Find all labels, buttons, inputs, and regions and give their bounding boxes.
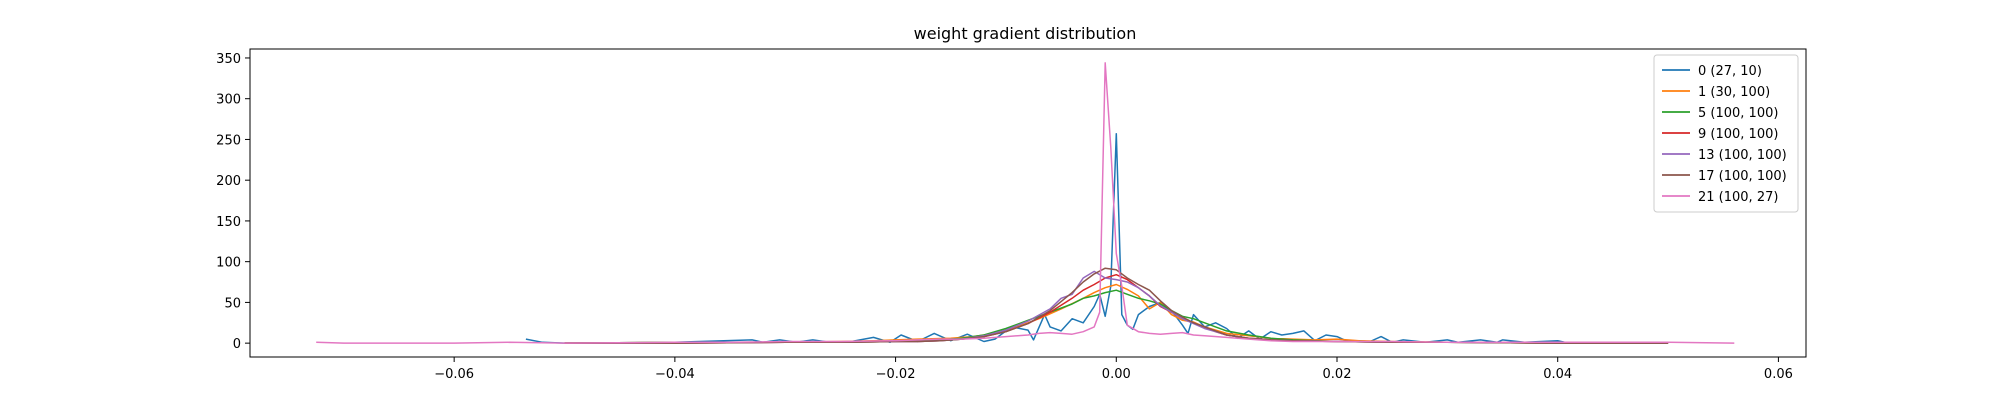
y-axis: 0 50 100 150 200 250 300 350 [216, 52, 250, 352]
y-tick-label-4: 200 [216, 174, 241, 189]
legend-label-4: 13 (100, 100) [1698, 148, 1787, 163]
y-tick-label-7: 350 [216, 52, 241, 67]
y-tick-label-3: 150 [216, 215, 241, 230]
series-line-5 [564, 267, 1669, 344]
legend-box [1653, 54, 1799, 213]
legend-label-0: 0 (27, 10) [1698, 64, 1762, 79]
legend-label-6: 21 (100, 27) [1698, 190, 1778, 205]
x-tick-label-5: 0.04 [1543, 367, 1572, 382]
series-line-2 [564, 289, 1669, 344]
y-tick-label-2: 100 [216, 256, 241, 271]
x-axis: −0.06 −0.04 −0.02 0.00 0.02 0.04 0.06 [434, 357, 1793, 382]
x-tick-label-1: −0.04 [655, 367, 695, 382]
series-line-1 [564, 283, 1669, 344]
x-tick-label-4: 0.02 [1323, 367, 1352, 382]
y-tick-label-0: 0 [233, 337, 241, 352]
plot-frame [249, 48, 1807, 358]
series-line-4 [564, 270, 1669, 344]
y-tick-label-1: 50 [224, 296, 241, 311]
legend-label-2: 5 (100, 100) [1698, 106, 1778, 121]
legend-label-3: 9 (100, 100) [1698, 127, 1778, 142]
legend-label-5: 17 (100, 100) [1698, 169, 1787, 184]
legend-label-1: 1 (30, 100) [1698, 85, 1770, 100]
y-tick-label-5: 250 [216, 133, 241, 148]
y-tick-label-6: 300 [216, 93, 241, 108]
legend: 0 (27, 10) 1 (30, 100) 5 (100, 100) 9 (100,… [1653, 54, 1799, 213]
x-tick-label-2: −0.02 [876, 367, 916, 382]
x-tick-label-3: 0.00 [1102, 367, 1131, 382]
series-line-6 [316, 62, 1735, 344]
x-tick-label-0: −0.06 [434, 367, 474, 382]
x-tick-label-6: 0.06 [1764, 367, 1793, 382]
chart-title: weight gradient distribution [914, 24, 1137, 43]
series-layer [316, 62, 1735, 344]
